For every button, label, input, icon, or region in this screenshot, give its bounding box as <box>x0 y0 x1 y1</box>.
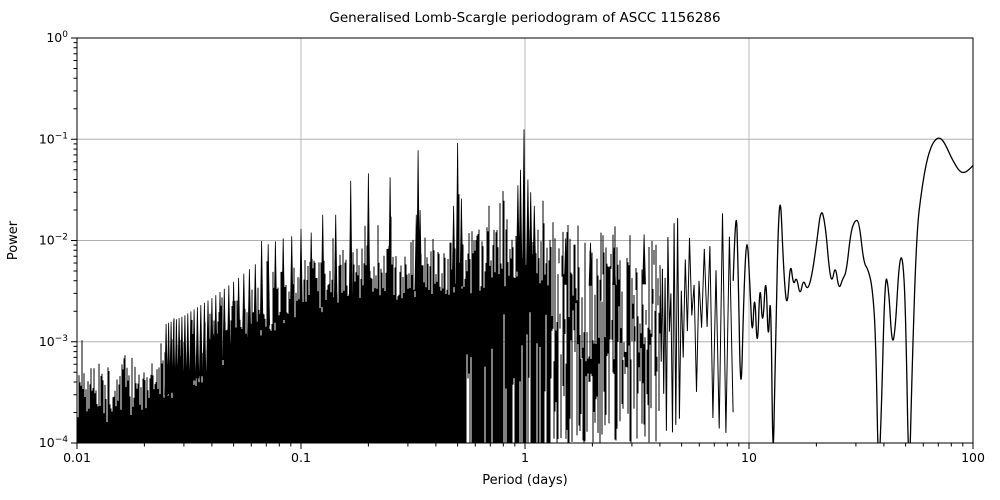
svg-text:1: 1 <box>521 450 529 465</box>
svg-text:10−4: 10−4 <box>39 435 68 450</box>
chart-title: Generalised Lomb-Scargle periodogram of … <box>329 10 720 26</box>
periodogram-curve <box>77 129 973 443</box>
svg-text:10−3: 10−3 <box>39 334 68 349</box>
axis-ticks <box>71 37 974 449</box>
svg-text:100: 100 <box>46 30 68 45</box>
svg-text:0.01: 0.01 <box>63 450 91 465</box>
svg-text:0.1: 0.1 <box>291 450 311 465</box>
svg-text:100: 100 <box>961 450 985 465</box>
y-axis-label: Power <box>6 220 21 260</box>
svg-text:10−2: 10−2 <box>39 233 68 248</box>
svg-text:10−1: 10−1 <box>39 131 68 146</box>
x-axis-label: Period (days) <box>482 473 568 488</box>
svg-text:10: 10 <box>741 450 757 465</box>
